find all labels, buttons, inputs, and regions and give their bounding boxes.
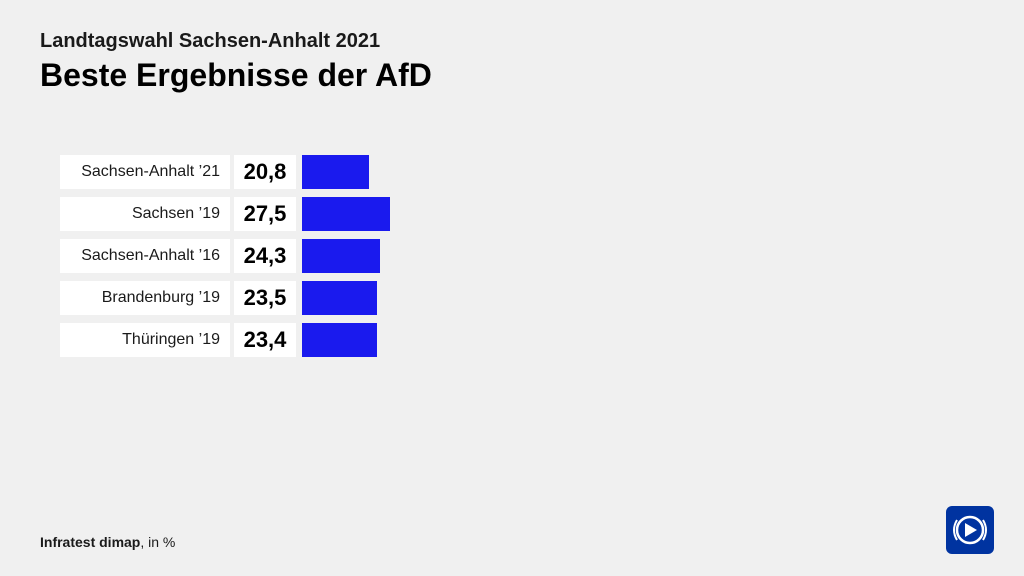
bar	[302, 323, 377, 357]
logo-icon	[952, 512, 988, 548]
row-label: Brandenburg ’19	[60, 281, 230, 315]
row-value: 23,5	[234, 281, 296, 315]
page-title: Beste Ergebnisse der AfD	[40, 57, 984, 94]
row-value: 24,3	[234, 239, 296, 273]
bar	[302, 197, 390, 231]
bar	[302, 281, 377, 315]
footer-source: Infratest dimap, in %	[40, 534, 175, 550]
chart-row: Brandenburg ’19 23,5	[60, 280, 984, 316]
bar	[302, 239, 380, 273]
row-value: 27,5	[234, 197, 296, 231]
source-unit: , in %	[140, 534, 175, 550]
bar-container	[302, 239, 380, 273]
chart-row: Sachsen ’19 27,5	[60, 196, 984, 232]
row-label: Thüringen ’19	[60, 323, 230, 357]
row-label: Sachsen-Anhalt ’16	[60, 239, 230, 273]
chart-row: Sachsen-Anhalt ’16 24,3	[60, 238, 984, 274]
row-label: Sachsen-Anhalt ’21	[60, 155, 230, 189]
bar-container	[302, 281, 377, 315]
chart-row: Sachsen-Anhalt ’21 20,8	[60, 154, 984, 190]
bar-chart: Sachsen-Anhalt ’21 20,8 Sachsen ’19 27,5…	[60, 154, 984, 358]
chart-row: Thüringen ’19 23,4	[60, 322, 984, 358]
row-label: Sachsen ’19	[60, 197, 230, 231]
bar-container	[302, 323, 377, 357]
bar-container	[302, 197, 390, 231]
bar-container	[302, 155, 369, 189]
row-value: 23,4	[234, 323, 296, 357]
broadcaster-logo	[946, 506, 994, 554]
source-name: Infratest dimap	[40, 534, 140, 550]
row-value: 20,8	[234, 155, 296, 189]
subtitle: Landtagswahl Sachsen-Anhalt 2021	[40, 30, 984, 53]
chart-container: Landtagswahl Sachsen-Anhalt 2021 Beste E…	[0, 0, 1024, 388]
bar	[302, 155, 369, 189]
